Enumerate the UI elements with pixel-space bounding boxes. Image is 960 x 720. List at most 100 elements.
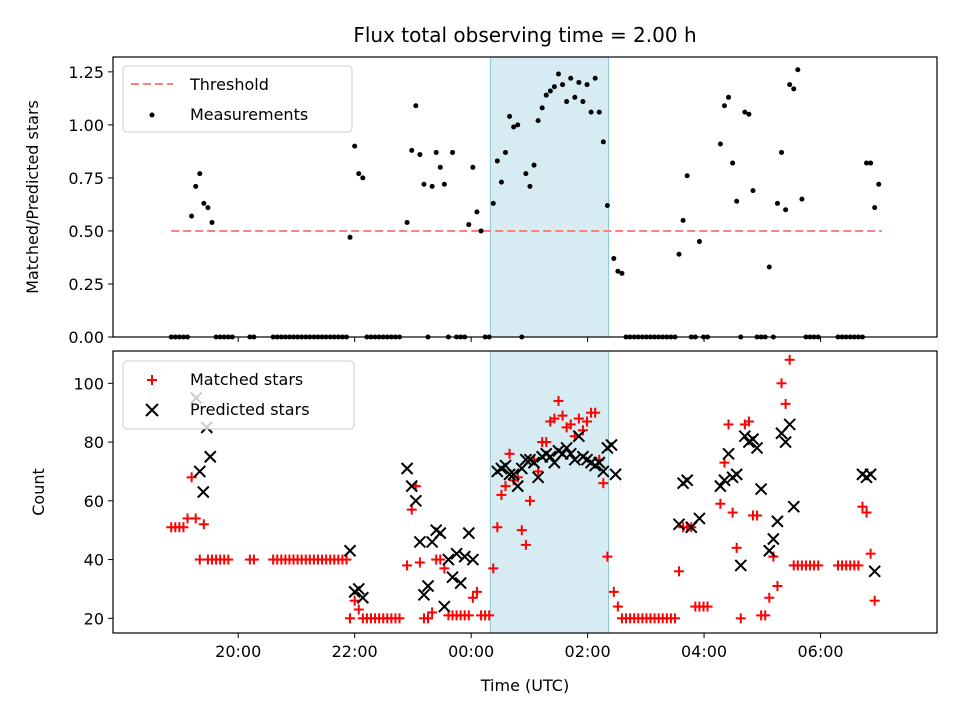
y-tick-label: 60	[84, 492, 104, 511]
matched-star-marker	[190, 513, 201, 524]
marker-stroke	[868, 565, 881, 578]
predicted-star-marker	[503, 468, 516, 481]
legend-matched-swatch	[147, 375, 157, 385]
measurement-point	[470, 164, 476, 170]
matched-star-marker	[573, 413, 584, 424]
matched-star-marker	[772, 581, 783, 591]
measurement-point	[490, 200, 496, 206]
marker-stroke	[544, 450, 557, 463]
legend: Matched stars Predicted stars	[122, 360, 355, 430]
marker-stroke	[343, 544, 357, 557]
measurement-point	[787, 82, 793, 88]
predicted-star-marker	[438, 600, 451, 613]
measurement-point	[507, 113, 513, 119]
matched-star-marker	[735, 613, 746, 624]
matched-star-marker	[345, 613, 356, 624]
predicted-star-marker	[197, 485, 210, 499]
predicted-star-marker	[767, 532, 780, 546]
predicted-star-marker	[605, 438, 618, 452]
measurement-point	[560, 82, 566, 88]
marker-stroke	[413, 535, 427, 549]
x-tick-label: 00:00	[448, 642, 494, 661]
measurement-point	[356, 171, 362, 177]
x-axis-label: Time (UTC)	[480, 676, 569, 695]
y-axis-label: Count	[29, 468, 48, 516]
predicted-star-marker	[560, 441, 573, 455]
marker-stroke	[767, 532, 780, 546]
marker-stroke	[438, 600, 451, 613]
matched-star-marker	[427, 607, 438, 618]
matched-star-marker	[702, 601, 713, 612]
predicted-star-marker	[356, 591, 370, 604]
measurement-point	[409, 147, 415, 153]
marker-stroke	[446, 570, 459, 584]
plot-frame	[112, 350, 938, 634]
marker-stroke	[597, 465, 610, 478]
marker-stroke	[734, 559, 747, 572]
matched-star-marker	[414, 557, 425, 568]
predicted-star-marker	[609, 468, 622, 481]
matched-star-marker	[743, 416, 754, 427]
predicted-star-marker	[527, 456, 541, 469]
measurement-point	[864, 160, 870, 166]
matched-star-markers	[166, 354, 880, 624]
measurement-point	[441, 181, 447, 187]
marker-stroke	[722, 447, 735, 461]
predicted-star-marker	[714, 479, 727, 493]
y-tick-label: 0.75	[68, 169, 104, 188]
measurement-point	[413, 103, 419, 109]
matched-star-marker	[861, 507, 872, 518]
predicted-star-marker	[754, 482, 768, 496]
matched-star-marker	[602, 551, 613, 562]
x-tick-label: 04:00	[681, 642, 727, 661]
marker-stroke	[779, 435, 792, 449]
matched-star-marker	[467, 592, 478, 603]
marker-stroke	[466, 553, 480, 566]
matched-star-marker	[715, 498, 726, 509]
measurement-point	[799, 196, 805, 202]
predicted-star-marker	[531, 471, 545, 484]
predicted-star-marker	[462, 526, 476, 540]
y-tick-label: 80	[84, 433, 104, 452]
predicted-star-marker	[763, 544, 776, 557]
x-axis-ticks: 20:00 22:00 00:00 02:00 04:00 06:00	[215, 633, 844, 661]
measurement-point	[511, 124, 517, 130]
measurement-point	[576, 79, 582, 85]
measurement-point	[779, 149, 785, 155]
matched-star-marker	[784, 354, 795, 365]
predicted-star-marker	[693, 512, 706, 525]
measurement-point	[680, 217, 686, 223]
matched-star-marker	[488, 563, 499, 574]
matched-star-marker	[780, 398, 791, 409]
marker-stroke	[738, 429, 752, 443]
y-axis-ticks: 20 40 60 80 100	[73, 374, 113, 628]
upper-panel-ratio: Flux total observing time = 2.00 h 0.000…	[23, 23, 938, 347]
marker-stroke	[593, 456, 606, 469]
predicted-star-marker	[343, 544, 357, 557]
matched-star-marker	[608, 586, 619, 597]
matched-star-marker	[853, 560, 864, 571]
matched-star-marker	[669, 613, 680, 624]
y-tick-label: 1.00	[68, 116, 104, 135]
predicted-star-marker	[352, 582, 365, 596]
matched-star-marker	[764, 592, 775, 603]
predicted-star-marker	[454, 576, 467, 590]
predicted-star-marker	[568, 453, 581, 466]
matched-star-marker	[484, 610, 495, 621]
marker-stroke	[763, 544, 776, 557]
measurement-point	[189, 213, 195, 219]
marker-stroke	[356, 591, 370, 604]
predicted-star-marker	[421, 579, 435, 593]
predicted-star-marker	[722, 447, 735, 461]
marker-stroke	[454, 576, 467, 590]
predicted-star-marker	[787, 500, 800, 513]
matched-star-marker	[402, 560, 413, 571]
measurement-point	[734, 198, 740, 204]
legend-predicted-swatch	[145, 403, 159, 417]
shaded-interval	[489, 350, 610, 634]
predicted-star-marker	[193, 465, 206, 478]
measurement-point	[404, 219, 410, 225]
matched-star-marker	[813, 560, 824, 571]
predicted-star-markers	[190, 391, 881, 613]
predicted-star-marker	[734, 559, 747, 572]
